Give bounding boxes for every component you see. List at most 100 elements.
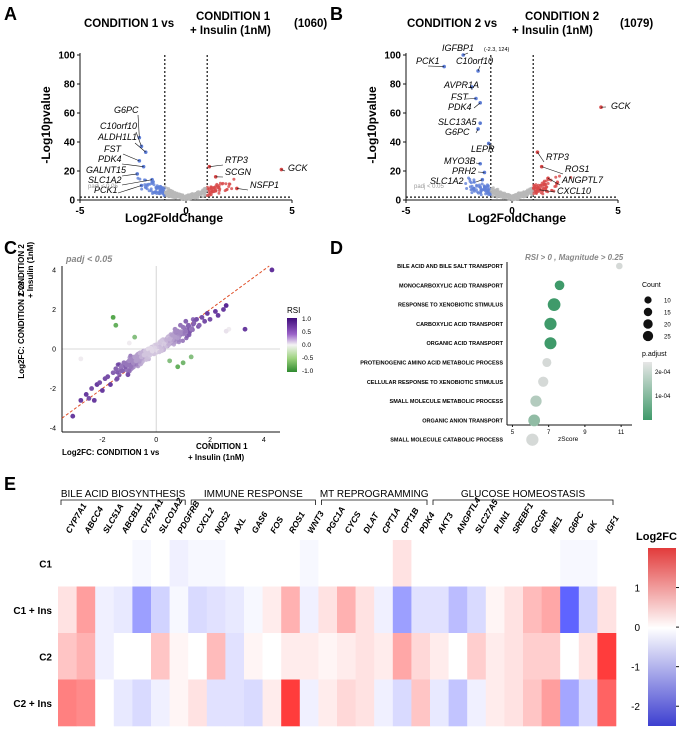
label-leader-line: [475, 162, 481, 165]
panel-d-padj-tick: 2e-04: [655, 370, 671, 376]
panel-b-letter: B: [330, 4, 343, 24]
heatmap-cell: [262, 540, 282, 587]
heatmap-cell: [169, 586, 189, 634]
heatmap-cell: [76, 540, 96, 587]
heatmap-cell: [299, 679, 319, 727]
heatmap-cell: [467, 540, 487, 587]
heatmap-cell: [151, 679, 170, 727]
heatmap-cell: [337, 586, 356, 634]
y-tick-label: 0: [69, 196, 75, 207]
panel-e-row-labels: C1 C1 + Ins C2 C2 + Ins: [13, 559, 52, 710]
gene-point: [472, 178, 476, 182]
heatmap-cell: [374, 679, 394, 727]
heatmap-cell: [58, 633, 77, 680]
gene-point: [217, 188, 221, 192]
gene-point: [161, 341, 167, 346]
heatmap-cell: [58, 679, 77, 727]
gene-label: SLC1A2: [88, 175, 122, 185]
gene-point: [144, 357, 149, 362]
gene-point: [154, 186, 158, 190]
go-term-label: ORGANIC ACID TRANSPORT: [427, 341, 504, 347]
panel-c-points: [70, 267, 275, 419]
gene-column-label: AXL: [230, 515, 248, 536]
heatmap-cell: [597, 540, 617, 587]
gene-point: [528, 189, 532, 193]
gene-point: [78, 397, 84, 403]
heatmap-cell: [597, 679, 617, 727]
panel-c-scatter: C padj < 0.05 -2 0 2 4 4 2 0 -2 -4 Log2FC: CONDI…: [4, 238, 314, 462]
heatmap-cell: [392, 633, 412, 680]
gene-point: [489, 189, 493, 193]
gene-label: AVPR1A: [443, 80, 479, 90]
gene-point: [178, 330, 183, 336]
label-leader-line: [121, 173, 138, 177]
gene-point: [149, 348, 155, 354]
panel-a-title-right1: CONDITION 1: [196, 11, 271, 23]
heatmap-cell: [560, 540, 580, 587]
panel-d-axes: 5 7 9 11: [506, 262, 632, 436]
heatmap-cell: [523, 586, 542, 634]
gene-point: [208, 193, 212, 197]
gene-point: [132, 334, 138, 340]
label-leader-line: [137, 114, 140, 138]
heatmap-cell: [113, 679, 133, 727]
gene-column-label: GAS6: [249, 510, 269, 535]
label-leader-line: [539, 189, 556, 193]
x-tick-label: 9: [583, 430, 587, 436]
gene-point: [138, 177, 142, 181]
heatmap-cell: [430, 540, 449, 587]
gene-point: [474, 188, 478, 192]
gene-column-label: ME1: [547, 515, 565, 535]
gene-point: [525, 189, 529, 193]
y-tick-label: 0: [52, 347, 56, 354]
gene-point: [470, 191, 474, 195]
gene-point: [515, 193, 519, 197]
heatmap-cell: [597, 633, 617, 680]
label-leader-line: [547, 177, 561, 186]
x-tick-label: 5: [615, 206, 621, 217]
gene-point: [227, 184, 231, 188]
gene-point: [172, 334, 178, 340]
heatmap-cell: [169, 679, 189, 727]
gene-point: [196, 322, 202, 328]
y-tick-label: 80: [390, 80, 402, 91]
heatmap-cell: [578, 679, 598, 727]
panel-a-padj-note: padj < 0.05: [88, 184, 119, 190]
label-leader-line: [236, 188, 249, 191]
panel-b-title-right1: CONDITION 2: [525, 11, 599, 23]
gene-group-label: GLUCOSE HOMEOSTASIS: [461, 489, 586, 500]
x-tick-label: 5: [511, 430, 515, 436]
gene-point: [492, 190, 496, 194]
legend-tick-label: -1: [631, 663, 640, 674]
gene-point: [178, 322, 183, 328]
go-term-dot: [530, 395, 542, 407]
heatmap-cell: [262, 679, 282, 727]
panel-a-ylabel: -Log10pvalue: [39, 86, 53, 164]
gene-label: PDK4: [98, 154, 122, 164]
gene-point: [558, 174, 562, 178]
gene-point: [175, 364, 181, 370]
gene-point: [496, 189, 500, 193]
gene-point: [86, 396, 92, 401]
gene-point: [242, 326, 248, 332]
heatmap-cell: [95, 540, 115, 587]
gene-point: [113, 322, 119, 328]
gene-point: [518, 192, 522, 196]
gene-point: [506, 195, 510, 199]
heatmap-cell: [411, 679, 431, 727]
gene-point: [179, 196, 183, 200]
count-legend-label: 20: [664, 323, 671, 329]
gene-label: FST: [104, 144, 123, 154]
gene-point: [117, 372, 122, 378]
heatmap-cell: [206, 633, 226, 680]
count-legend-dot: [642, 330, 654, 342]
gene-column-label: NOS2: [212, 510, 232, 535]
heatmap-cell: [95, 679, 115, 727]
gene-label: RTP3: [546, 152, 569, 162]
gene-column-label: FOS: [268, 515, 286, 535]
gene-point: [213, 309, 218, 314]
gene-point: [201, 195, 205, 199]
gene-group-bracket: [190, 499, 316, 505]
